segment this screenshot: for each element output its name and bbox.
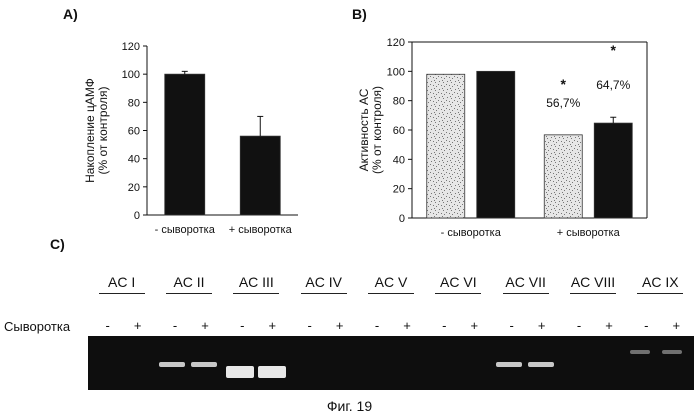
gel-lane-label: AC IX	[630, 274, 690, 290]
chart-b: 0 20 40 60 80 100 120 Активность АС(% от контро…	[310, 0, 699, 250]
gel-band	[528, 362, 554, 367]
y-tick-label: 120	[122, 41, 140, 53]
bar	[594, 123, 632, 218]
gel-lane-underline	[570, 293, 616, 294]
y-tick-label: 40	[393, 154, 405, 166]
y-tick-label: 80	[393, 96, 405, 108]
bar	[544, 135, 582, 218]
y-tick-label: 80	[128, 97, 140, 109]
gel-lane-underline	[637, 293, 683, 294]
gel-lane-underline	[503, 293, 549, 294]
category-label: - сыворотка	[155, 224, 216, 236]
gel-lane-underline	[233, 293, 279, 294]
bar	[477, 71, 515, 218]
gel-lane-underline	[166, 293, 212, 294]
plus-serum-sign: +	[334, 318, 346, 333]
y-tick-label: 100	[122, 69, 140, 81]
y-axis-label: (% от контроля)	[96, 86, 110, 174]
figure-caption: Фиг. 19	[0, 398, 699, 414]
bar	[240, 136, 280, 215]
gel-band	[496, 362, 522, 367]
category-label: - сыворотка	[441, 227, 502, 239]
gel-lane-label: AC IV	[294, 274, 354, 290]
plus-serum-sign: +	[132, 318, 144, 333]
minus-serum-sign: -	[169, 318, 181, 333]
significance-star: *	[561, 76, 567, 92]
gel-lane-label: AC II	[159, 274, 219, 290]
minus-serum-sign: -	[573, 318, 585, 333]
gel-lane-label: AC V	[361, 274, 421, 290]
minus-serum-sign: -	[640, 318, 652, 333]
gel-lane-underline	[435, 293, 481, 294]
y-tick-label: 20	[393, 184, 405, 196]
minus-serum-sign: -	[236, 318, 248, 333]
plus-serum-sign: +	[536, 318, 548, 333]
y-tick-label: 20	[128, 182, 140, 194]
chart-a: 0 20 40 60 80 100 120 Накопление цАМФ(% от конт…	[0, 0, 310, 240]
gel-image	[88, 336, 694, 390]
gel-lane-label: AC III	[226, 274, 286, 290]
data-label: 56,7%	[546, 96, 580, 110]
y-tick-label: 0	[399, 213, 405, 225]
bar	[165, 74, 205, 215]
gel-band	[226, 366, 254, 378]
gel-lane-underline	[368, 293, 414, 294]
y-axis-label: Накопление цАМФ	[83, 78, 97, 183]
gel-lane-underline	[301, 293, 347, 294]
y-axis-label: Активность АС	[357, 88, 371, 171]
category-label: + сыворотка	[557, 227, 621, 239]
serum-row-label: Сыворотка	[4, 319, 70, 334]
gel-lane-underline	[99, 293, 145, 294]
y-tick-label: 0	[134, 210, 140, 222]
bar	[427, 74, 465, 218]
minus-serum-sign: -	[506, 318, 518, 333]
minus-serum-sign: -	[102, 318, 114, 333]
y-tick-label: 100	[387, 66, 405, 78]
y-tick-label: 120	[387, 37, 405, 49]
gel-lane-label: AC VI	[428, 274, 488, 290]
plus-serum-sign: +	[401, 318, 413, 333]
plus-serum-sign: +	[670, 318, 682, 333]
minus-serum-sign: -	[371, 318, 383, 333]
plus-serum-sign: +	[468, 318, 480, 333]
y-axis-label: (% от контроля)	[370, 86, 384, 174]
plus-serum-sign: +	[199, 318, 211, 333]
category-label: + сыворотка	[229, 224, 293, 236]
gel-band	[630, 350, 650, 354]
y-tick-label: 40	[128, 154, 140, 166]
gel-lane-label: AC I	[92, 274, 152, 290]
significance-star: *	[611, 42, 617, 58]
gel-lane-label: AC VII	[496, 274, 556, 290]
data-label: 64,7%	[596, 78, 630, 92]
gel-band	[191, 362, 217, 367]
gel-lane-label: AC VIII	[563, 274, 623, 290]
plus-serum-sign: +	[603, 318, 615, 333]
plus-serum-sign: +	[266, 318, 278, 333]
gel-band	[662, 350, 682, 354]
gel-band	[258, 366, 286, 378]
minus-serum-sign: -	[438, 318, 450, 333]
gel-band	[159, 362, 185, 367]
y-tick-label: 60	[393, 125, 405, 137]
minus-serum-sign: -	[304, 318, 316, 333]
y-tick-label: 60	[128, 126, 140, 138]
